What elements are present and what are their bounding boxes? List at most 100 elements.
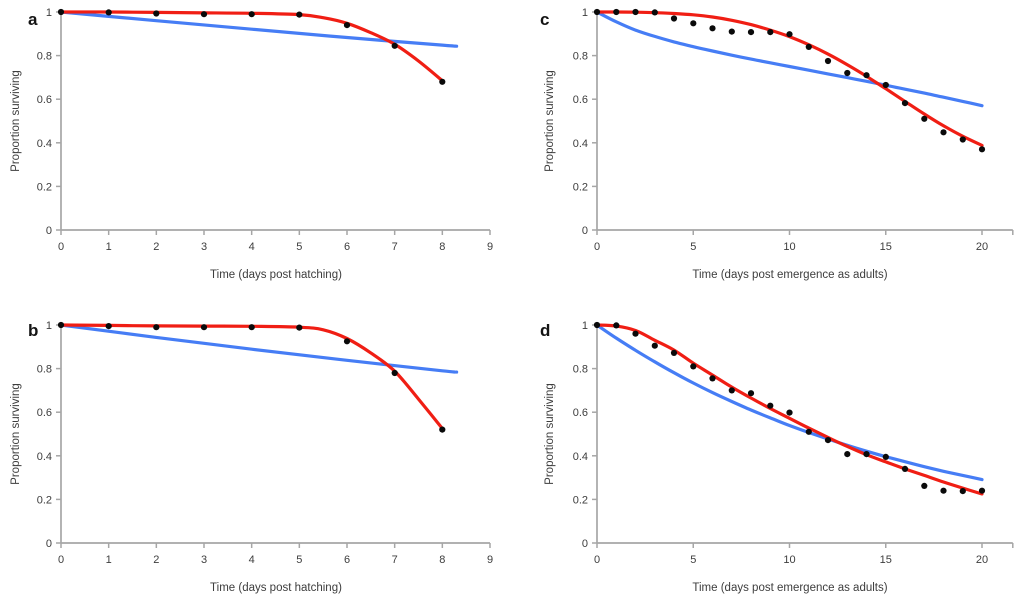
data-point: [747, 28, 755, 36]
data-point: [651, 342, 658, 349]
x-tick-label: 7: [392, 554, 398, 566]
data-point: [844, 69, 851, 77]
data-point: [767, 28, 774, 36]
panel-a-chart: 0 0.2 0.4 0.6 0.8 1 0 1 2 3 4 5 6 7 8 9 Time (days post …: [10, 7, 493, 281]
data-point: [105, 9, 112, 16]
data-point: [921, 482, 928, 489]
y-tick-label: 0.6: [573, 407, 588, 419]
x-tick-label: 9: [487, 241, 493, 253]
x-tick-label: 1: [106, 241, 112, 253]
y-tick-label: 0.4: [573, 451, 588, 463]
x-tick-label: 6: [344, 241, 350, 253]
data-point: [593, 8, 601, 16]
data-point: [709, 25, 716, 32]
x-tick-label: 2: [153, 554, 159, 566]
data-point: [690, 363, 697, 370]
x-axis-title: Time (days post hatching): [210, 269, 342, 281]
panel-c: 0 0.2 0.4 0.6 0.8 1 0 5 10 15 20 Time (days post em…: [512, 0, 1024, 302]
x-tick-label: 5: [296, 554, 302, 566]
data-point: [786, 409, 793, 416]
x-tick-label: 5: [296, 241, 302, 253]
y-tick-label: 0.2: [573, 181, 588, 193]
blue-model-fit-curve: [595, 10, 984, 108]
panel-letter: d: [540, 321, 550, 340]
data-point: [296, 11, 303, 18]
data-point: [57, 321, 65, 329]
x-tick-label: 3: [201, 554, 207, 566]
y-tick-label: 0.2: [37, 494, 52, 506]
data-point: [248, 11, 255, 18]
data-point: [439, 78, 446, 85]
y-tick-label: 1: [46, 7, 52, 19]
y-tick-label: 1: [46, 320, 52, 332]
panel-d: 0 0.2 0.4 0.6 0.8 1 0 5 10 15 20 Time (days post em…: [512, 302, 1024, 604]
panel-a: 0 0.2 0.4 0.6 0.8 1 0 1 2 3 4 5 6 7 8 9 Time (days post …: [0, 0, 512, 302]
x-tick-label: 0: [594, 241, 600, 253]
x-tick-label: 9: [487, 554, 493, 566]
data-point: [632, 8, 639, 16]
blue-model-fit-curve: [59, 323, 459, 374]
red-model-fit-curve: [595, 323, 984, 496]
data-point: [343, 22, 351, 29]
x-tick-label: 7: [392, 241, 398, 253]
x-tick-label: 5: [690, 554, 696, 566]
data-point: [786, 31, 793, 38]
x-tick-label: 5: [690, 241, 696, 253]
x-tick-label: 0: [594, 554, 600, 566]
x-tick-label: 10: [783, 554, 795, 566]
y-tick-label: 0.8: [37, 51, 52, 63]
x-tick-label: 15: [880, 554, 892, 566]
data-point: [391, 42, 398, 49]
data-point: [805, 428, 812, 435]
data-point: [709, 375, 716, 382]
y-tick-label: 1: [582, 7, 588, 19]
x-tick-label: 10: [783, 241, 795, 253]
x-tick-label: 4: [249, 241, 255, 253]
y-tick-label: 0: [46, 538, 52, 550]
data-point: [978, 487, 986, 494]
data-point: [391, 369, 398, 377]
x-tick-label: 2: [153, 241, 159, 253]
x-tick-label: 0: [58, 554, 64, 566]
red-model-fit-curve: [59, 323, 444, 431]
data-point: [824, 437, 832, 444]
red-model-fit-curve: [59, 10, 444, 83]
x-axis-title: Time (days post emergence as adults): [692, 269, 887, 281]
x-tick-label: 8: [439, 554, 445, 566]
y-tick-label: 0: [582, 538, 588, 550]
x-tick-label: 1: [106, 554, 112, 566]
data-point: [824, 57, 832, 65]
blue-model-fit-curve: [595, 323, 984, 482]
y-axis-title: Proportion surviving: [10, 383, 22, 485]
y-tick-label: 0.4: [573, 138, 588, 150]
data-point: [200, 324, 208, 331]
data-point: [940, 129, 947, 136]
y-axis-title: Proportion surviving: [10, 70, 22, 172]
data-point: [844, 451, 851, 458]
y-tick-label: 0.4: [37, 451, 52, 463]
data-point: [343, 338, 351, 345]
y-axis-title: Proportion surviving: [544, 70, 556, 172]
panel-b: 0 0.2 0.4 0.6 0.8 1 0 1 2 3 4 5 6 7 8 9 Time (days post …: [0, 302, 512, 604]
x-tick-label: 20: [976, 554, 988, 566]
x-tick-label: 20: [976, 241, 988, 253]
data-point: [921, 115, 928, 122]
y-tick-label: 1: [582, 320, 588, 332]
data-point: [153, 10, 160, 17]
x-tick-label: 8: [439, 241, 445, 253]
data-point: [593, 321, 601, 329]
data-point: [940, 487, 947, 494]
y-tick-label: 0.8: [573, 51, 588, 63]
y-tick-label: 0: [46, 225, 52, 237]
panel-letter: b: [28, 321, 38, 340]
data-point: [690, 20, 697, 27]
y-axis-title: Proportion surviving: [544, 383, 556, 485]
data-point: [863, 451, 870, 458]
data-point: [439, 426, 446, 433]
y-tick-label: 0: [582, 225, 588, 237]
data-point: [613, 322, 620, 329]
data-point: [728, 28, 735, 35]
data-point: [248, 324, 255, 331]
